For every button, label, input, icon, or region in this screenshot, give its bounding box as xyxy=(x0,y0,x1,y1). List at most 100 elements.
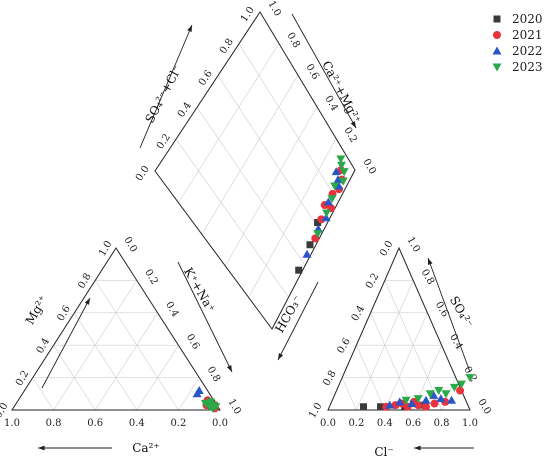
cation-bottom-tick-label: 0.0 xyxy=(212,418,228,429)
legend-label-2020: 2020 xyxy=(512,12,543,26)
point-2021-anion xyxy=(414,401,423,410)
point-2022-diamond xyxy=(331,167,341,176)
point-2021-anion xyxy=(421,402,430,411)
anion-left-tick-label: 0.8 xyxy=(321,369,338,388)
cation-grid-line xyxy=(94,280,179,411)
point-2022-anion xyxy=(429,390,439,399)
cation-right-axis-label: K⁺+Na⁺ xyxy=(181,265,218,315)
cation-left-tick-label: 0.4 xyxy=(35,336,52,355)
point-2021-anion xyxy=(456,386,465,395)
point-2022-anion xyxy=(421,395,431,404)
point-2021-diamond xyxy=(317,215,326,224)
cation-triangle-frame xyxy=(11,247,221,411)
point-2023-anion xyxy=(449,383,459,392)
legend-label-2021: 2021 xyxy=(512,28,543,42)
anion-left-axis-label: HCO₃⁻ xyxy=(272,293,304,335)
point-2023-anion xyxy=(456,380,466,389)
cation-left-tick-label: 0.2 xyxy=(14,369,31,388)
cation-right-tick-label: 0.2 xyxy=(142,268,159,287)
legend-marker-2022 xyxy=(492,46,502,55)
anion-bottom-tick-label: 0.4 xyxy=(377,418,393,429)
cation-right-tick-label: 0.6 xyxy=(184,332,201,351)
anion-left-tick-label: 0.4 xyxy=(350,304,367,323)
point-2022-anion xyxy=(436,394,446,403)
anion-bottom-tick-label: 0.8 xyxy=(434,418,450,429)
legend-label-2022: 2022 xyxy=(512,44,543,58)
point-2022-diamond xyxy=(334,181,344,190)
ca-axis-arrow-head xyxy=(38,445,45,451)
anion-bottom-tick-label: 1.0 xyxy=(462,418,478,429)
diamond-right-tick-label: 0.8 xyxy=(284,31,301,50)
anion-right-tick-label: 0.6 xyxy=(433,300,450,319)
cl-axis-arrow-head xyxy=(414,445,421,451)
data-points xyxy=(192,155,475,413)
so4cl-axis-arrow xyxy=(139,24,193,149)
anion-grid-line xyxy=(384,280,442,411)
cation-left-tick-label: 0.0 xyxy=(0,401,11,420)
point-2022-anion xyxy=(395,397,405,406)
cation-grid-line xyxy=(74,312,138,411)
point-2021-anion xyxy=(430,399,439,408)
cation-grid-line xyxy=(32,377,54,411)
anion-left-tick-label: 0.2 xyxy=(364,272,381,291)
point-2022-anion xyxy=(407,399,417,408)
point-2023-cation xyxy=(206,398,216,407)
point-2022-anion xyxy=(385,400,395,409)
diamond-grid-line xyxy=(196,107,306,266)
mg-axis-arrow-head xyxy=(84,298,90,305)
diamond-right-tick-label: 0.0 xyxy=(360,157,377,176)
point-2023-diamond xyxy=(327,195,337,204)
point-2023-diamond xyxy=(330,182,340,191)
cation-grid-line xyxy=(53,345,96,411)
diamond-grid-line xyxy=(238,43,339,202)
cation-grid-line xyxy=(94,312,158,411)
cation-grid-line xyxy=(178,377,200,411)
anion-bottom-tick-label: 0.0 xyxy=(320,418,336,429)
point-2022-diamond xyxy=(321,213,331,222)
anion-grid-line xyxy=(370,312,414,411)
cation-bottom-tick-label: 0.6 xyxy=(87,418,103,429)
camg-axis-arrow xyxy=(291,13,357,129)
diamond-left-tick-label: 0.0 xyxy=(134,164,152,183)
anion-triangle-frame xyxy=(327,246,471,411)
camg-axis-arrow-head xyxy=(350,121,356,128)
tick-labels: 1.0 0.8 0.6 0.4 0.2 0.00.00.20.40.60.81.0 0.00… xyxy=(0,0,493,429)
legend-label-2023: 2023 xyxy=(512,60,543,74)
diamond-frame xyxy=(154,11,356,330)
cation-left-tick-label: 0.6 xyxy=(55,304,72,323)
legend-marker-2020 xyxy=(493,15,501,23)
cation-right-tick-label: 0.8 xyxy=(205,365,222,384)
point-2023-cation xyxy=(200,400,210,409)
anion-bottom-tick-label: 0.2 xyxy=(348,418,364,429)
diamond-grid-line xyxy=(224,106,318,266)
diamond-right-axis-label: Ca²⁺+Mg²⁺ xyxy=(319,59,364,126)
anion-grid-line xyxy=(384,312,428,411)
point-2023-diamond xyxy=(338,177,348,186)
diamond-grid-line xyxy=(201,75,299,235)
cation-bottom-tick-label: 0.4 xyxy=(129,418,145,429)
cation-right-tick-label: 1.0 xyxy=(225,397,242,416)
point-2022-anion xyxy=(447,395,457,404)
so4cl-axis-arrow-head xyxy=(187,25,192,32)
cation-left-tick-label: 1.0 xyxy=(97,239,114,258)
cation-bottom-tick-label: 0.2 xyxy=(170,418,186,429)
anion-right-tick-label: 1.0 xyxy=(404,235,421,254)
anion-bottom-axis-label: Cl⁻ xyxy=(374,445,393,459)
legend-marker-2021 xyxy=(493,31,501,39)
point-2020-anion xyxy=(360,403,367,411)
point-2023-anion xyxy=(401,396,411,405)
mg-axis-arrow xyxy=(41,297,91,389)
diamond-grid-line xyxy=(178,43,280,203)
point-2022-diamond xyxy=(302,249,312,258)
hco3-axis-arrow xyxy=(277,281,319,361)
kna-axis-arrow xyxy=(177,261,233,373)
point-2023-diamond xyxy=(336,155,346,164)
point-2020-diamond xyxy=(306,241,314,249)
legend-marker-2023 xyxy=(492,63,502,72)
cation-left-tick-label: 0.8 xyxy=(76,272,93,291)
point-2020-diamond xyxy=(295,266,303,274)
cation-left-axis-label: Mg²⁺ xyxy=(23,293,51,327)
diamond-right-tick-label: 0.6 xyxy=(303,62,320,81)
so4-axis-arrow-head xyxy=(428,258,433,265)
diamond-grid-line xyxy=(217,75,323,234)
